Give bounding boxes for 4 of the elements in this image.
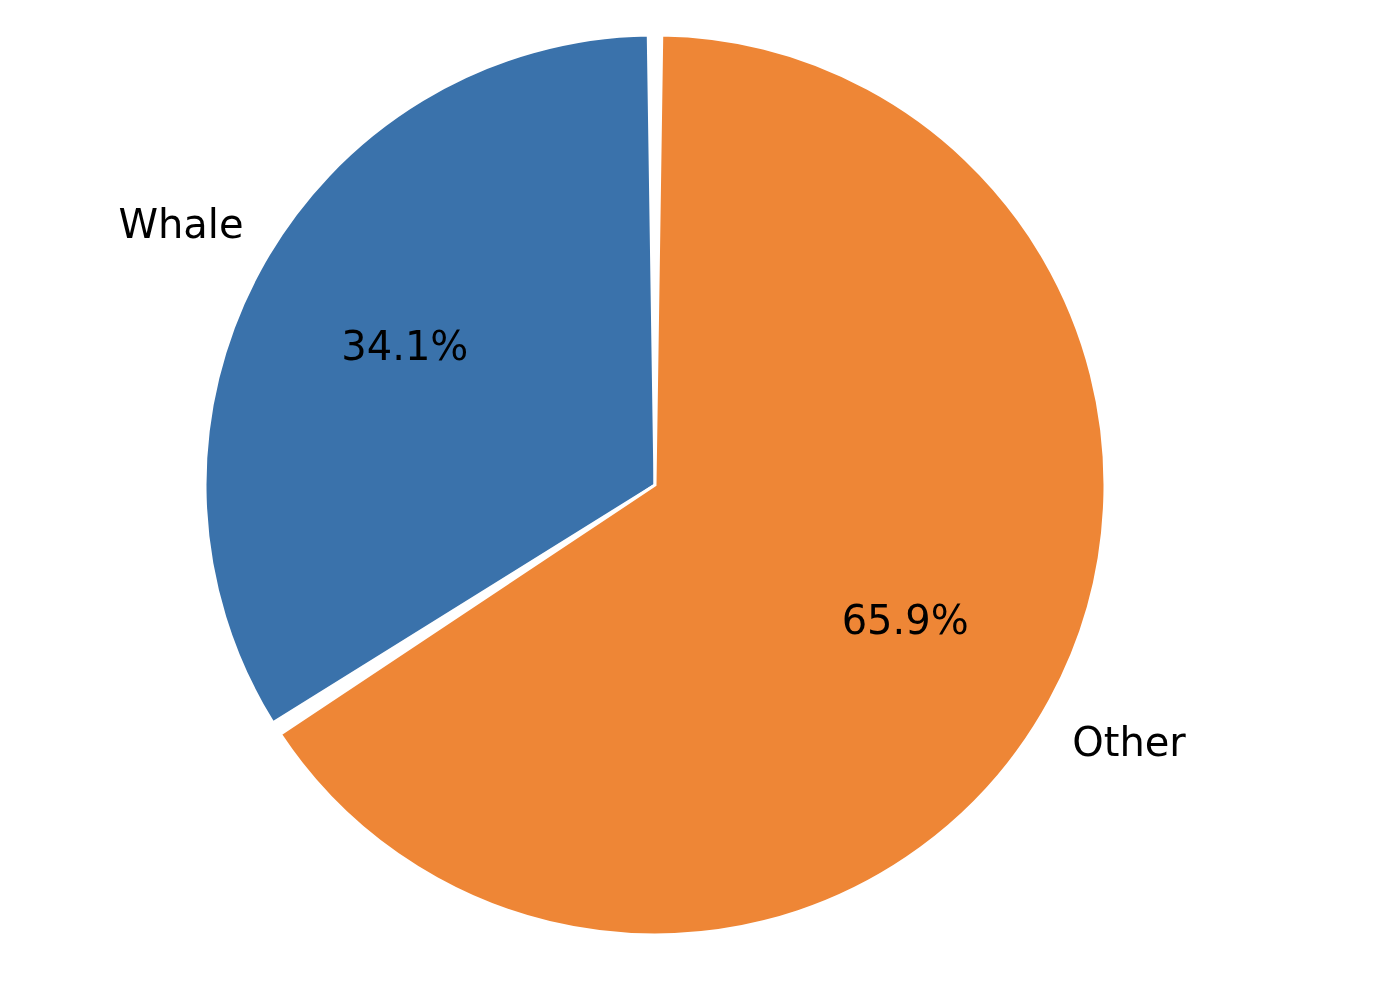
data-label: 34.1% — [341, 323, 469, 370]
data-label: 65.9% — [841, 596, 969, 643]
slice-label: Whale — [118, 201, 244, 248]
slice-label: Other — [1072, 718, 1187, 765]
